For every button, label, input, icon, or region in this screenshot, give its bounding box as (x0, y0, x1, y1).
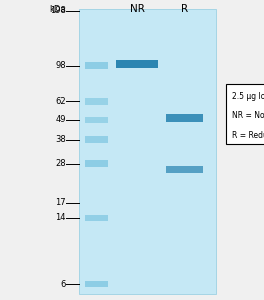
Text: NR: NR (130, 4, 145, 14)
Text: 14: 14 (55, 213, 66, 222)
Bar (85, 116, 108, 123)
Text: kDa: kDa (50, 4, 66, 14)
Bar (85, 160, 108, 167)
Text: 6: 6 (61, 280, 66, 289)
Bar (226, 84, 264, 144)
Text: R = Reduced: R = Reduced (232, 130, 264, 140)
Bar (85, 214, 108, 221)
Text: NR = Non-reduced: NR = Non-reduced (232, 111, 264, 120)
Text: 17: 17 (55, 198, 66, 207)
Text: 28: 28 (55, 159, 66, 168)
Bar (166, 166, 203, 173)
Bar (85, 281, 108, 287)
Text: 38: 38 (55, 135, 66, 144)
Text: 2.5 μg loading: 2.5 μg loading (232, 92, 264, 100)
Bar (116, 60, 158, 68)
Bar (166, 114, 203, 122)
Bar (79, 9, 216, 294)
Text: 98: 98 (55, 61, 66, 70)
Text: 198: 198 (50, 6, 66, 15)
Bar (85, 136, 108, 143)
Text: 49: 49 (55, 115, 66, 124)
Bar (85, 62, 108, 69)
Bar (85, 98, 108, 105)
Text: 62: 62 (55, 97, 66, 106)
Text: R: R (181, 4, 188, 14)
